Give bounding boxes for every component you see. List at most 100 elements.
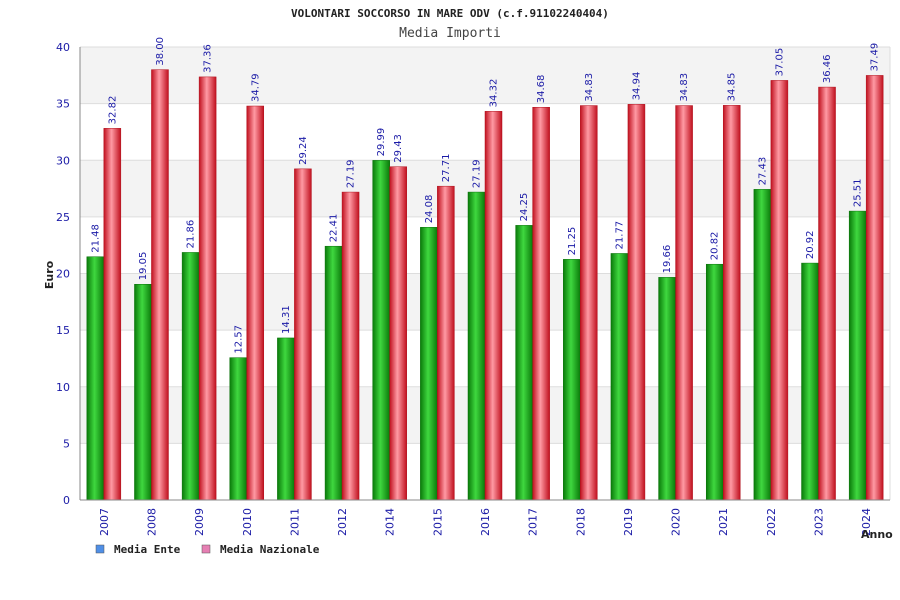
data-label: 34.68 (536, 75, 547, 104)
data-label: 14.31 (281, 305, 292, 334)
bar-media-ente-2023 (801, 262, 819, 501)
bar-media-nazionale-2010 (246, 105, 265, 501)
x-tick-label: 2008 (145, 508, 158, 536)
x-tick-label: 2011 (288, 508, 301, 536)
data-label: 38.00 (155, 37, 166, 66)
data-label: 34.79 (250, 73, 261, 102)
bar-media-ente-2014 (372, 160, 390, 501)
bar-media-nazionale-2016 (484, 111, 503, 501)
bar-media-nazionale-2019 (627, 104, 646, 501)
data-label: 27.19 (346, 159, 357, 188)
bar-media-ente-2011 (277, 337, 295, 501)
data-label: 34.83 (679, 73, 690, 102)
data-label: 19.66 (662, 245, 673, 274)
data-label: 34.32 (489, 79, 500, 108)
data-label: 29.24 (298, 136, 309, 165)
x-tick-label: 2021 (717, 508, 730, 536)
x-tick-label: 2023 (813, 508, 826, 536)
data-label: 32.82 (107, 96, 118, 125)
data-label: 24.08 (424, 195, 435, 224)
y-tick-label: 35 (56, 98, 70, 111)
bar-media-nazionale-2022 (770, 80, 789, 501)
bar-media-ente-2010 (229, 357, 248, 501)
legend-swatch-media-ente (95, 544, 105, 554)
y-tick-label: 30 (56, 154, 70, 167)
bar-media-ente-2016 (467, 191, 486, 501)
chart-subtitle: Media Importi (399, 26, 501, 41)
bar-media-ente-2007 (86, 256, 105, 501)
data-label: 27.71 (441, 154, 452, 183)
bar-media-ente-2020 (658, 277, 676, 501)
data-label: 34.94 (631, 72, 642, 101)
x-tick-label: 2015 (431, 508, 444, 536)
bar-media-ente-2018 (563, 259, 581, 501)
bar-media-nazionale-2020 (675, 105, 693, 501)
legend-label-media-ente: Media Ente (114, 543, 181, 556)
bar-media-nazionale-2011 (294, 168, 312, 501)
bar-media-nazionale-2009 (198, 76, 217, 501)
x-tick-label: 2016 (479, 508, 492, 536)
data-label: 29.99 (376, 128, 387, 157)
bar-media-ente-2021 (705, 263, 724, 501)
y-tick-label: 40 (56, 41, 70, 54)
data-label: 27.19 (472, 159, 483, 188)
x-axis: 2007 2008 2009 2010 2011 2012 2014 2015 2016 2017… (80, 499, 890, 536)
data-label: 34.83 (584, 73, 595, 102)
x-tick-label: 2024 (860, 508, 873, 536)
data-label: 37.49 (870, 43, 881, 72)
y-tick-label: 10 (56, 381, 70, 394)
bar-media-nazionale-2024 (865, 75, 884, 501)
data-label: 27.43 (757, 157, 768, 186)
data-label: 36.46 (822, 54, 833, 83)
x-tick-label: 2022 (765, 508, 778, 536)
bar-media-nazionale-2007 (103, 128, 122, 501)
bar-media-ente-2012 (324, 245, 343, 501)
bar-media-nazionale-2018 (580, 105, 598, 501)
y-tick-label: 5 (63, 437, 70, 450)
bar-media-ente-2024 (848, 210, 867, 501)
bar-media-ente-2009 (181, 252, 200, 501)
chart-title: VOLONTARI SOCCORSO IN MARE ODV (c.f.9110… (291, 7, 609, 20)
bar-media-nazionale-2017 (532, 106, 550, 501)
data-label: 20.92 (805, 230, 816, 259)
y-tick-label: 15 (56, 324, 70, 337)
bar-media-nazionale-2015 (437, 185, 455, 501)
data-label: 24.25 (519, 193, 530, 222)
y-tick-label: 0 (63, 494, 70, 507)
x-tick-label: 2010 (241, 508, 254, 536)
data-label: 37.36 (203, 44, 214, 73)
bar-media-ente-2017 (515, 225, 533, 501)
x-tick-label: 2017 (527, 508, 540, 536)
data-label: 20.82 (710, 232, 721, 261)
bar-media-nazionale-2012 (341, 191, 360, 501)
data-label: 34.85 (727, 73, 738, 102)
bar-media-ente-2019 (610, 253, 629, 501)
data-label: 25.51 (853, 178, 864, 207)
x-tick-label: 2020 (670, 508, 683, 536)
bar-media-ente-2015 (420, 227, 438, 501)
data-label: 29.43 (393, 134, 404, 163)
data-label: 21.25 (567, 227, 578, 256)
y-axis: 0 5 10 15 20 25 30 35 40 (56, 41, 81, 507)
data-label: 21.48 (90, 224, 101, 253)
data-label: 37.05 (774, 48, 785, 77)
legend-swatch-media-nazionale (201, 544, 211, 554)
x-axis-label: Anno (861, 528, 893, 541)
y-tick-label: 20 (56, 268, 70, 281)
x-tick-label: 2014 (384, 508, 397, 536)
data-label: 19.05 (138, 252, 149, 281)
bar-media-nazionale-2008 (151, 69, 169, 501)
bar-media-nazionale-2014 (389, 166, 407, 501)
bar-media-ente-2022 (753, 189, 772, 501)
x-tick-label: 2012 (336, 508, 349, 536)
data-label: 12.57 (233, 325, 244, 354)
y-axis-label: Euro (43, 260, 56, 289)
x-tick-label: 2007 (98, 508, 111, 536)
x-tick-label: 2019 (622, 508, 635, 536)
bar-media-ente-2008 (134, 284, 152, 501)
legend: Media Ente Media Nazionale (95, 543, 320, 556)
bar-media-nazionale-2021 (722, 105, 741, 501)
bar-media-nazionale-2023 (818, 86, 836, 501)
y-tick-label: 25 (56, 211, 70, 224)
